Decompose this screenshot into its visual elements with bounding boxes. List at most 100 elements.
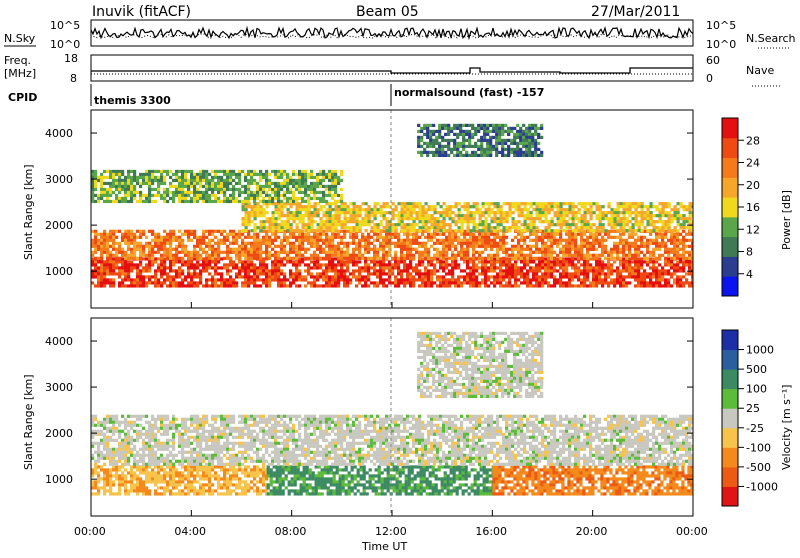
power-cell — [253, 236, 256, 239]
power-cell — [451, 263, 454, 266]
power-cell — [406, 275, 409, 278]
power-cell — [385, 242, 388, 245]
power-cell — [232, 251, 235, 254]
power-cell — [275, 223, 278, 226]
power-cell — [416, 214, 419, 217]
power-cell — [226, 197, 229, 200]
power-cell — [214, 263, 217, 266]
power-cell — [428, 226, 431, 229]
power-cell — [598, 239, 601, 242]
power-cell — [346, 275, 349, 278]
power-cell — [581, 223, 584, 226]
power-cell — [617, 220, 620, 223]
power-cell — [490, 245, 493, 248]
power-cell — [100, 284, 103, 287]
power-cell — [328, 257, 331, 260]
power-cell — [560, 214, 563, 217]
power-cell — [304, 182, 307, 185]
power-cell — [319, 284, 322, 287]
power-cell — [544, 236, 547, 239]
power-cell — [217, 239, 220, 242]
power-cell — [338, 217, 341, 220]
power-cell — [434, 211, 437, 214]
power-cell — [244, 266, 247, 269]
power-cell — [392, 217, 395, 220]
power-cell — [398, 202, 401, 205]
power-cell — [229, 257, 232, 260]
power-cell — [109, 173, 112, 176]
power-cell — [683, 226, 686, 229]
power-cell — [235, 263, 238, 266]
power-cell — [259, 191, 262, 194]
power-cell — [682, 263, 685, 266]
power-cell — [385, 239, 388, 242]
power-cell — [598, 272, 601, 275]
power-cell — [619, 236, 622, 239]
power-cell — [441, 124, 444, 127]
power-cell — [344, 202, 347, 205]
power-cell — [205, 281, 208, 284]
power-cell — [311, 226, 314, 229]
power-cell — [577, 254, 580, 257]
power-cell — [445, 245, 448, 248]
power-cell — [605, 211, 608, 214]
power-cell — [601, 245, 604, 248]
power-cell — [364, 278, 367, 281]
power-cell — [244, 188, 247, 191]
power-cell — [500, 208, 503, 211]
power-cell — [499, 266, 502, 269]
power-cell — [268, 194, 271, 197]
power-cell — [175, 179, 178, 182]
power-cell — [184, 233, 187, 236]
power-cell — [646, 257, 649, 260]
power-cell — [664, 245, 667, 248]
power-cell — [376, 239, 379, 242]
power-cell — [166, 278, 169, 281]
power-cell — [148, 230, 151, 233]
power-cell — [145, 263, 148, 266]
power-cell — [238, 257, 241, 260]
power-cell — [325, 263, 328, 266]
power-cell — [127, 248, 130, 251]
power-cell — [136, 200, 139, 203]
power-cell — [181, 278, 184, 281]
power-cell — [127, 173, 130, 176]
power-cell — [178, 179, 181, 182]
power-cell — [626, 202, 629, 205]
power-cell — [283, 182, 286, 185]
power-cell — [426, 151, 429, 154]
power-cell — [338, 211, 341, 214]
power-cell — [133, 254, 136, 257]
power-cell — [524, 220, 527, 223]
power-cell — [478, 242, 481, 245]
power-cell — [253, 254, 256, 257]
power-cell — [196, 176, 199, 179]
power-cell — [337, 254, 340, 257]
power-cell — [574, 236, 577, 239]
power-cell — [386, 211, 389, 214]
power-cell — [445, 242, 448, 245]
power-cell — [595, 236, 598, 239]
power-cell — [394, 266, 397, 269]
power-cell — [310, 170, 313, 173]
power-cell — [172, 200, 175, 203]
power-cell — [124, 200, 127, 203]
power-cell — [262, 185, 265, 188]
power-cell — [214, 200, 217, 203]
power-cell — [157, 188, 160, 191]
power-cell — [202, 170, 205, 173]
power-cell — [541, 281, 544, 284]
power-cell — [407, 229, 410, 232]
power-cell — [490, 248, 493, 251]
power-cell — [190, 182, 193, 185]
power-cell — [223, 242, 226, 245]
power-cell — [283, 251, 286, 254]
power-cell — [325, 239, 328, 242]
power-cell — [184, 182, 187, 185]
power-cell — [160, 284, 163, 287]
power-cell — [413, 208, 416, 211]
power-cell — [193, 233, 196, 236]
power-cell — [190, 278, 193, 281]
power-cell — [254, 208, 257, 211]
power-cell — [392, 226, 395, 229]
